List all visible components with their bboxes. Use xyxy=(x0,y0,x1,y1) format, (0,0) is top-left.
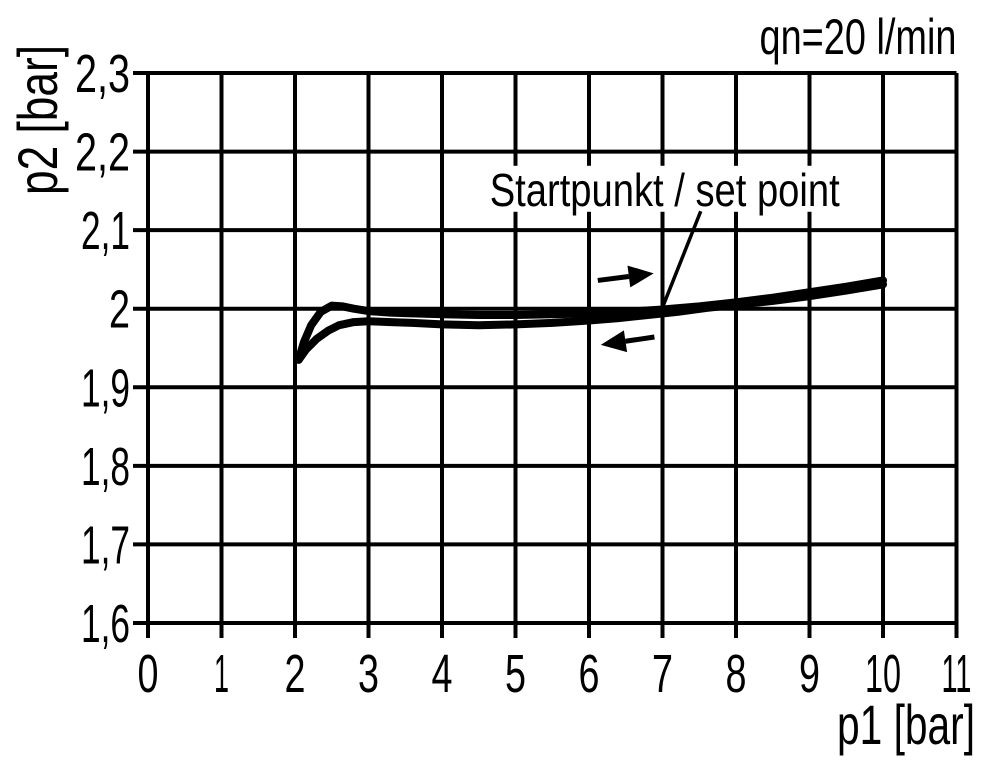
y-tick-label: 1,7 xyxy=(81,515,130,575)
x-tick-label: 7 xyxy=(652,644,673,704)
x-tick-label: 6 xyxy=(579,644,600,704)
x-tick-label: 5 xyxy=(505,644,526,704)
y-tick-label: 2,3 xyxy=(75,44,130,104)
arrow-right-head xyxy=(627,265,654,288)
tick-labels: 2,32,22,121,91,81,71,60 1 2 3 4 5 6 7 8 9 10 11 xyxy=(75,44,972,704)
x-tick-label: 1 xyxy=(214,644,229,704)
x-tick-label: 2 xyxy=(285,644,306,704)
x-tick-label: 11 xyxy=(942,644,972,704)
x-tick-label: 10 xyxy=(865,644,901,704)
set-point-leader-line xyxy=(661,210,703,307)
x-axis-label: p1 [bar] xyxy=(837,693,975,756)
y-axis-label: p2 [bar] xyxy=(6,45,69,195)
arrow-left-icon xyxy=(625,334,655,344)
x-tick-label: 3 xyxy=(358,644,379,704)
annotation-background-mask xyxy=(482,165,847,212)
x-tick-label: 8 xyxy=(726,644,747,704)
y-tick-label: 1,6 xyxy=(81,594,130,654)
curve-layer xyxy=(294,276,887,364)
y-tick-label: 1,8 xyxy=(81,437,130,497)
y-tick-label: 2,1 xyxy=(81,201,130,261)
chart-grid xyxy=(133,71,959,638)
set-point-annotation: Startpunkt / set point xyxy=(490,164,840,216)
arrow-right-icon xyxy=(597,274,630,283)
y-tick-label: 2,2 xyxy=(75,123,130,183)
y-tick-label: 1,9 xyxy=(81,358,130,418)
x-tick-label: 0 xyxy=(138,644,159,704)
y-tick-label: 2 xyxy=(109,280,130,340)
direction-arrows xyxy=(597,265,655,353)
x-tick-label: 9 xyxy=(799,644,820,704)
arrow-left-head xyxy=(600,330,628,353)
flow-rate-label: qn=20 l/min xyxy=(760,9,957,65)
x-tick-label: 4 xyxy=(432,644,453,704)
curve-lower-branch xyxy=(294,280,887,364)
